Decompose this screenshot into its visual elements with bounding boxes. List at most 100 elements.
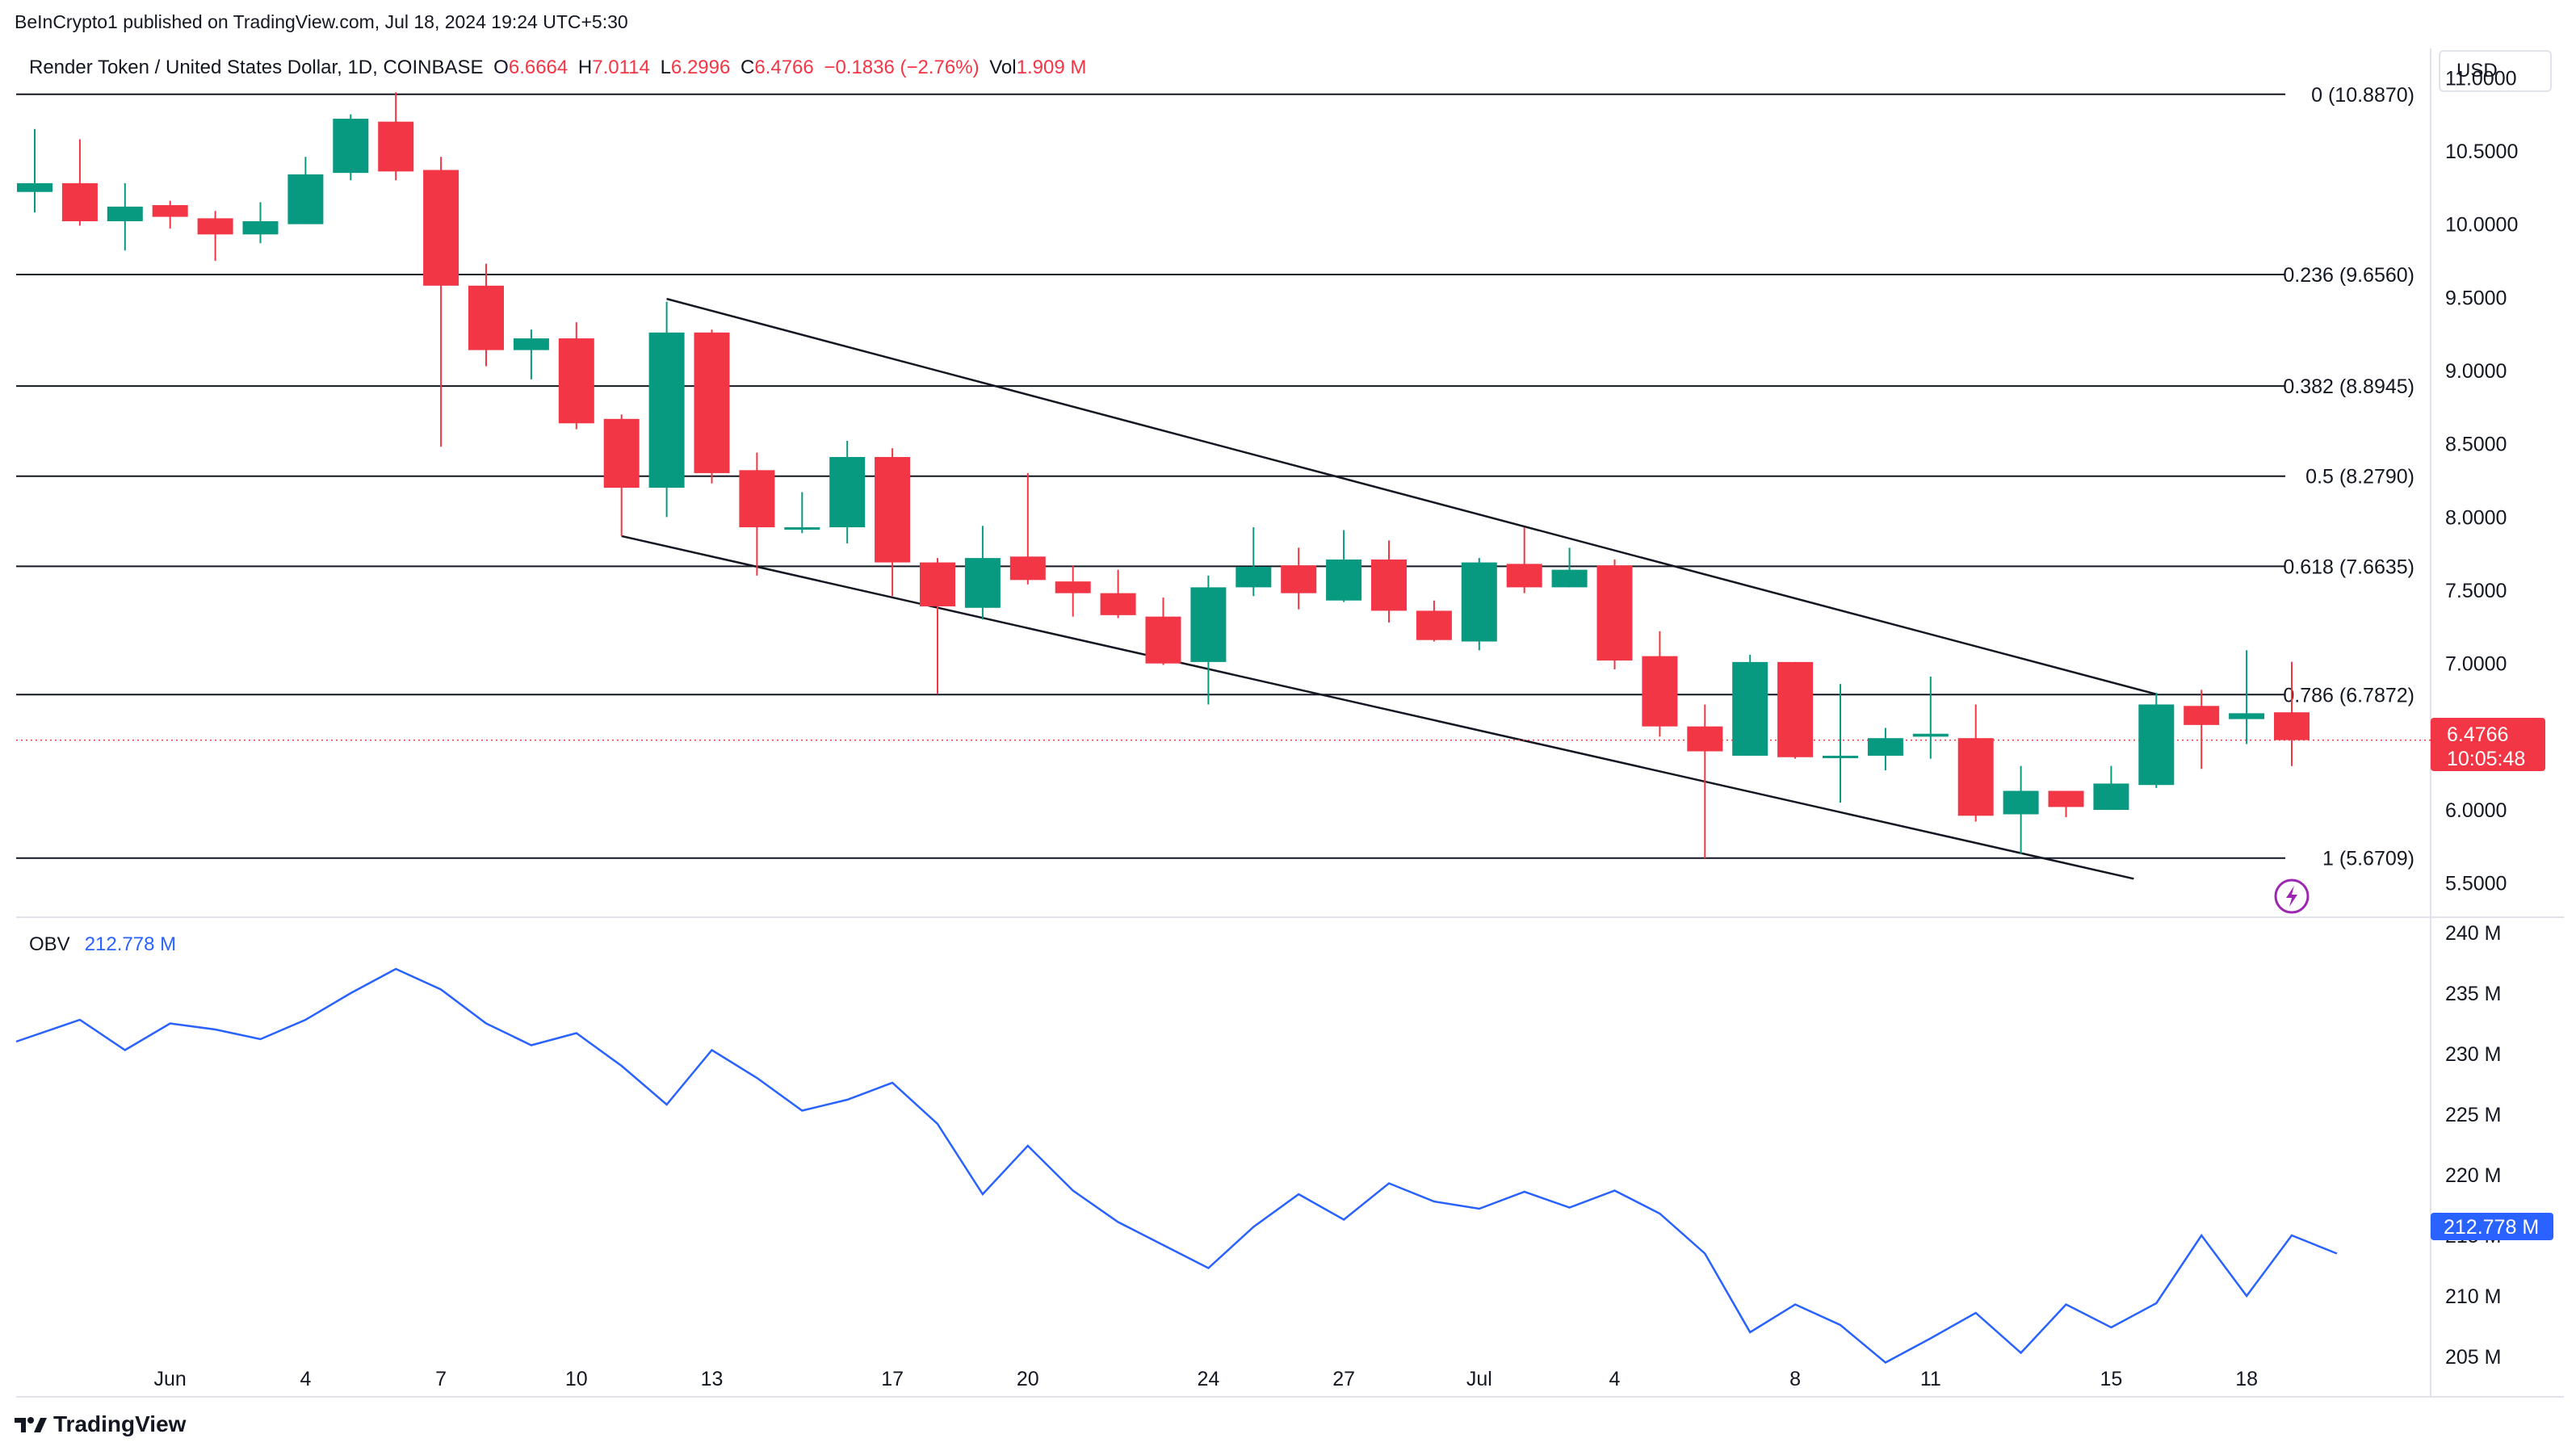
- time-tick-label: 24: [1197, 1368, 1219, 1390]
- obv-tick-label: 210 M: [2445, 1285, 2501, 1308]
- price-tick-label: 10.5000: [2445, 140, 2518, 163]
- candle-down: [197, 218, 233, 235]
- price-tick-label: 7.5000: [2445, 580, 2507, 602]
- price-badge-value: 6.4766: [2447, 723, 2508, 746]
- time-tick-label: 13: [701, 1368, 724, 1390]
- price-tick-label: 7.0000: [2445, 653, 2507, 676]
- fibonacci-levels: 0 (10.8870) 0.236 (9.6560) 0.382 (8.8945) 0…: [16, 84, 2414, 870]
- price-tick-label: 5.5000: [2445, 873, 2507, 895]
- low-value: 6.2996: [670, 57, 731, 78]
- open-value: 6.6664: [508, 57, 568, 78]
- price-tick-label: 8.5000: [2445, 434, 2507, 456]
- candle-down: [1596, 565, 1633, 661]
- candle-up: [829, 456, 866, 528]
- trendlines: [16, 297, 2431, 880]
- tradingview-wordmark: TradingView: [53, 1411, 187, 1436]
- price-tick-label: 8.0000: [2445, 506, 2507, 529]
- candle-down: [1957, 738, 1994, 816]
- candle-up: [1912, 733, 1949, 737]
- price-tick-label: 11.0000: [2445, 67, 2517, 90]
- price-tick-label: 9.5000: [2445, 287, 2507, 309]
- candle-up: [2229, 713, 2265, 719]
- candle-up: [1823, 755, 1858, 758]
- candle-down: [1100, 593, 1136, 615]
- candle-down: [1506, 564, 1542, 588]
- candle-up: [964, 558, 1001, 608]
- low-label: L: [660, 57, 671, 78]
- obv-label[interactable]: OBV: [29, 933, 70, 955]
- obv-line: [15, 967, 2338, 1364]
- volume-label: Vol: [989, 57, 1017, 78]
- time-tick-label: 4: [300, 1368, 311, 1390]
- candles: [17, 92, 2310, 858]
- candle-up: [1236, 567, 1272, 588]
- candle-down: [1371, 559, 1407, 611]
- fib-label: 1 (5.6709): [2322, 848, 2414, 870]
- candle-down: [1416, 610, 1452, 640]
- open-label: O: [493, 57, 509, 78]
- time-tick-label: Jun: [154, 1368, 187, 1390]
- fib-label: 0.382 (8.8945): [2283, 375, 2414, 398]
- candle-up: [2093, 783, 2129, 811]
- volume-value: 1.909 M: [1016, 57, 1087, 78]
- time-axis: Jun 4 7 10 13 17 20 24 27 Jul 4 8 11 15 18: [154, 1368, 2258, 1390]
- candle-down: [378, 121, 414, 172]
- high-value: 7.0114: [592, 57, 650, 78]
- price-badge: 6.4766 10:05:48: [2431, 718, 2545, 771]
- candle-up: [648, 332, 685, 488]
- price-tick-label: 6.0000: [2445, 799, 2507, 822]
- price-tick-label: 9.0000: [2445, 360, 2507, 383]
- pane-borders: [16, 48, 2564, 1398]
- candle-up: [1461, 562, 1497, 642]
- candle-up: [2138, 704, 2175, 786]
- change-value: −0.1836 (−2.76%): [824, 57, 980, 78]
- candle-up: [1867, 738, 1903, 756]
- obv-tick-label: 225 M: [2445, 1104, 2501, 1126]
- candle-up: [1190, 587, 1227, 662]
- candle-down: [1055, 581, 1091, 593]
- obv-badge: 212.778 M: [2431, 1213, 2553, 1240]
- obv-tick-label: 220 M: [2445, 1164, 2501, 1187]
- time-tick-label: 27: [1332, 1368, 1355, 1390]
- fib-label: 0 (10.8870): [2311, 84, 2414, 107]
- candle-up: [784, 527, 820, 530]
- candle-down: [1009, 556, 1046, 581]
- candle-down: [1145, 616, 1181, 664]
- candle-up: [287, 174, 324, 224]
- candle-up: [513, 338, 549, 350]
- candle-down: [875, 456, 911, 563]
- symbol-title[interactable]: Render Token / United States Dollar, 1D,…: [29, 57, 484, 78]
- candle-up: [2003, 790, 2039, 815]
- high-label: H: [577, 57, 593, 78]
- time-tick-label: 4: [1609, 1368, 1621, 1390]
- trendline: [666, 297, 2157, 695]
- fib-label: 0.5 (8.2790): [2305, 466, 2414, 488]
- time-tick-label: 20: [1017, 1368, 1039, 1390]
- close-label: C: [740, 57, 755, 78]
- obv-badge-value: 212.778 M: [2444, 1216, 2539, 1239]
- candle-down: [468, 285, 504, 350]
- candle-down: [920, 562, 955, 606]
- candle-down: [152, 205, 188, 217]
- candle-down: [423, 170, 459, 286]
- candle-up: [1551, 569, 1588, 588]
- candle-up: [1732, 661, 1768, 756]
- time-tick-label: 7: [435, 1368, 447, 1390]
- candle-down: [739, 470, 775, 528]
- candle-up: [242, 221, 279, 235]
- price-badge-countdown: 10:05:48: [2447, 748, 2525, 770]
- tradingview-logo[interactable]: TradingView: [15, 1411, 186, 1437]
- price-tick-label: 10.0000: [2445, 214, 2518, 237]
- symbol-legend: Render Token / United States Dollar, 1D,…: [29, 57, 1091, 79]
- candle-down: [1687, 726, 1723, 752]
- time-tick-label: Jul: [1466, 1368, 1492, 1390]
- currency-button[interactable]: USD: [2439, 50, 2552, 92]
- candle-down: [603, 418, 640, 488]
- time-tick-label: 8: [1789, 1368, 1801, 1390]
- candle-up: [333, 119, 369, 174]
- candle-down: [1777, 661, 1814, 757]
- lightning-icon[interactable]: [2274, 878, 2310, 914]
- obv-tick-label: 230 M: [2445, 1043, 2501, 1066]
